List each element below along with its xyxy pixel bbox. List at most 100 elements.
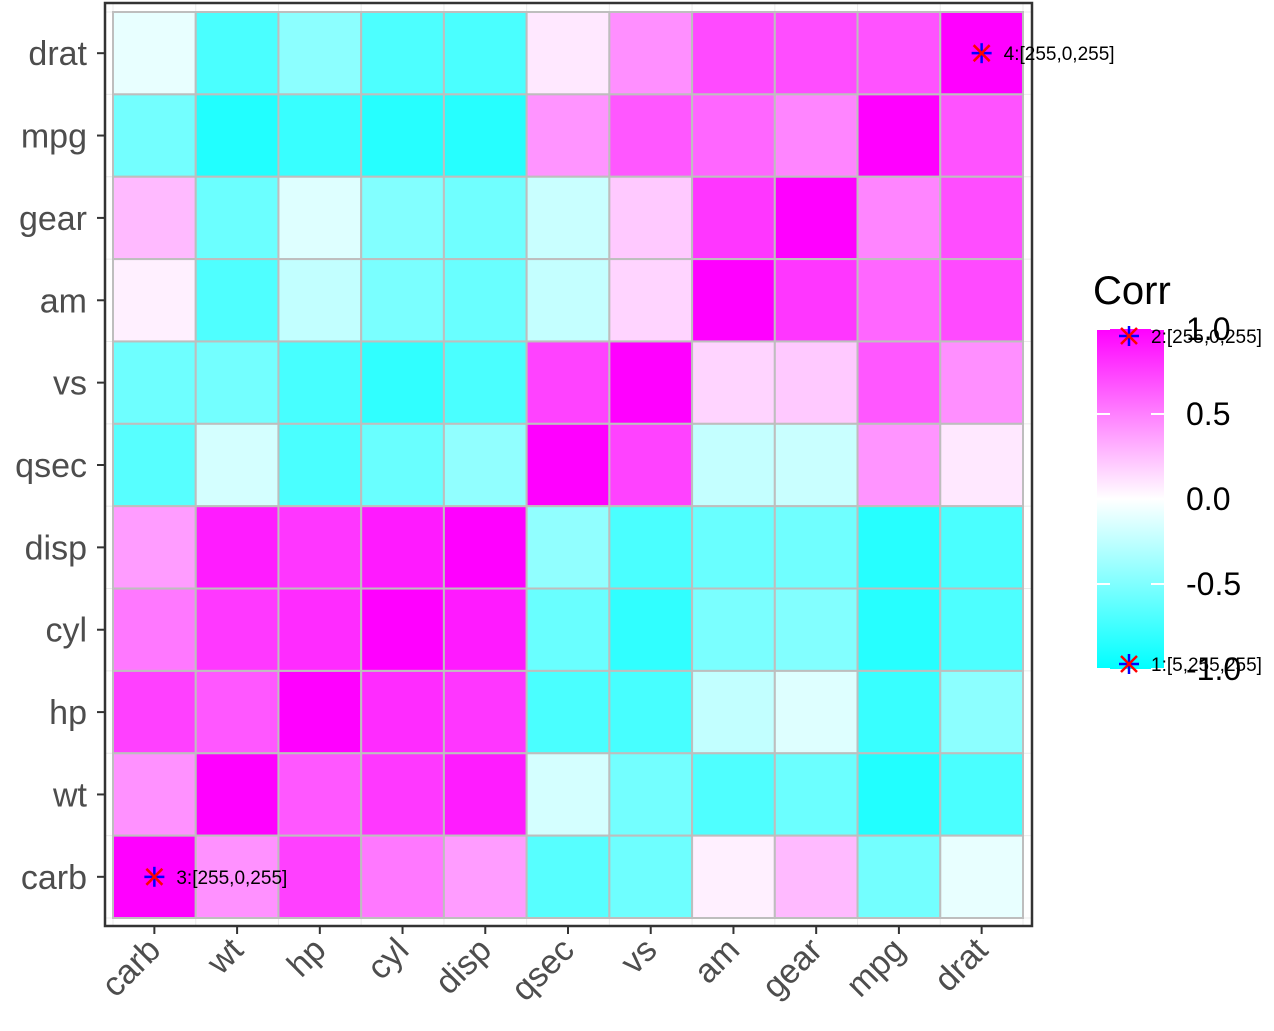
heatmap-cell-carb-gear: [773, 834, 859, 919]
heatmap-cell-vs-cyl: [360, 340, 445, 425]
heatmap-cell-wt-gear: [773, 752, 859, 837]
heatmap-cell-carb-wt: [194, 834, 280, 919]
x-tick-label: mpg: [839, 931, 913, 1005]
annotations: 4:[255,0,255] 3:[255,0,255] 2:[255,0,255] 1…: [144, 43, 1262, 889]
heatmap-cell-disp-disp: [442, 505, 528, 590]
legend-title: Corr: [1093, 269, 1171, 313]
legend-tick-label: 0.5: [1186, 396, 1230, 432]
x-tick-label: vs: [613, 931, 664, 982]
heatmap-tiles: [112, 11, 1024, 919]
heatmap-cell-wt-qsec: [525, 752, 611, 837]
y-tick-label: qsec: [15, 447, 87, 485]
heatmap-cell-drat-vs: [608, 11, 694, 96]
legend-ticks: 1.0 0.5 0.0 -0.5 -1.0: [1097, 311, 1241, 687]
annotation-label: 3:[255,0,255]: [176, 868, 287, 889]
heatmap-cell-disp-drat: [939, 505, 1024, 590]
heatmap-cell-am-drat: [939, 258, 1024, 343]
heatmap-cell-hp-carb: [112, 669, 197, 755]
x-tick-label: cyl: [360, 931, 416, 987]
y-axis: drat mpg gear am vs qsec disp cyl hp wt carb: [15, 35, 105, 897]
x-tick-label: wt: [199, 930, 251, 982]
heatmap-cell-mpg-vs: [608, 93, 694, 178]
heatmap-cell-disp-hp: [277, 505, 363, 590]
heatmap-cell-disp-gear: [773, 505, 859, 590]
heatmap-cell-hp-wt: [194, 669, 280, 755]
heatmap-cell-mpg-hp: [277, 93, 363, 178]
heatmap-cell-am-gear: [773, 258, 859, 343]
heatmap-cell-carb-qsec: [525, 834, 611, 919]
heatmap-cell-qsec-cyl: [360, 422, 445, 508]
x-tick-label: disp: [428, 931, 499, 1002]
heatmap-cell-qsec-gear: [773, 422, 859, 508]
heatmap-cell-qsec-hp: [277, 422, 363, 508]
legend-tick-label: -0.5: [1186, 566, 1241, 602]
heatmap-cell-gear-vs: [608, 175, 694, 261]
heatmap-cell-wt-am: [691, 752, 776, 837]
heatmap-cell-am-vs: [608, 258, 694, 343]
heatmap-cell-qsec-am: [691, 422, 776, 508]
heatmap-cell-disp-vs: [608, 505, 694, 590]
heatmap-cell-hp-disp: [442, 669, 528, 755]
heatmap-cell-gear-qsec: [525, 175, 611, 261]
heatmap-cell-gear-wt: [194, 175, 280, 261]
heatmap-cell-carb-am: [691, 834, 776, 919]
heatmap-cell-vs-mpg: [856, 340, 942, 425]
heatmap-cell-hp-cyl: [360, 669, 445, 755]
annotation-label: 1:[5,255,255]: [1151, 655, 1262, 676]
heatmap-cell-cyl-cyl: [360, 587, 445, 672]
heatmap-cell-cyl-disp: [442, 587, 528, 672]
heatmap-cell-cyl-drat: [939, 587, 1024, 672]
annotation-marker: [1119, 654, 1139, 674]
annotation-marker: [1119, 326, 1139, 346]
annotation-label: 2:[255,0,255]: [1151, 327, 1262, 348]
heatmap-cell-cyl-am: [691, 587, 776, 672]
y-tick-label: am: [40, 282, 87, 320]
heatmap-cell-cyl-carb: [112, 587, 197, 672]
heatmap-cell-carb-hp: [277, 834, 363, 919]
heatmap-cell-drat-qsec: [525, 11, 611, 96]
heatmap-cell-am-mpg: [856, 258, 942, 343]
legend-tick-label: 0.0: [1186, 481, 1230, 517]
heatmap-cell-wt-cyl: [360, 752, 445, 837]
heatmap-cell-disp-qsec: [525, 505, 611, 590]
x-axis: carb wt hp cyl disp qsec vs am gear mpg drat: [94, 926, 996, 1008]
heatmap-cell-gear-mpg: [856, 175, 942, 261]
annotation-marker: [971, 43, 992, 64]
heatmap-cell-gear-hp: [277, 175, 363, 261]
heatmap-cell-qsec-qsec: [525, 422, 611, 508]
heatmap-cell-vs-hp: [277, 340, 363, 425]
x-tick-label: carb: [94, 931, 168, 1005]
heatmap-cell-mpg-drat: [939, 93, 1024, 178]
heatmap-cell-cyl-qsec: [525, 587, 611, 672]
heatmap-cell-drat-disp: [442, 11, 528, 96]
heatmap-cell-hp-mpg: [856, 669, 942, 755]
heatmap-cell-carb-vs: [608, 834, 694, 919]
heatmap-cell-hp-am: [691, 669, 776, 755]
heatmap-cell-mpg-qsec: [525, 93, 611, 178]
y-tick-label: vs: [53, 365, 87, 403]
x-tick-label: drat: [927, 930, 996, 999]
annotation-label: 4:[255,0,255]: [1004, 44, 1115, 65]
heatmap-cell-vs-qsec: [525, 340, 611, 425]
heatmap-cell-cyl-wt: [194, 587, 280, 672]
heatmap-cell-disp-carb: [112, 505, 197, 590]
heatmap-cell-drat-mpg: [856, 11, 942, 96]
heatmap-cell-am-qsec: [525, 258, 611, 343]
heatmap-cell-qsec-mpg: [856, 422, 942, 508]
heatmap-cell-qsec-carb: [112, 422, 197, 508]
legend-tick-label: -1.0: [1186, 651, 1241, 687]
heatmap-cell-hp-drat: [939, 669, 1024, 755]
heatmap-cell-wt-mpg: [856, 752, 942, 837]
heatmap-cell-drat-hp: [277, 11, 363, 96]
y-tick-label: mpg: [21, 118, 87, 156]
heatmap-cell-carb-mpg: [856, 834, 942, 919]
heatmap-cell-mpg-wt: [194, 93, 280, 178]
heatmap-cell-mpg-gear: [773, 93, 859, 178]
y-tick-label: drat: [28, 35, 87, 73]
heatmap-cell-am-carb: [112, 258, 197, 343]
heatmap-cell-qsec-vs: [608, 422, 694, 508]
heatmap-cell-am-cyl: [360, 258, 445, 343]
x-tick-label: gear: [755, 931, 830, 1006]
heatmap-cell-gear-cyl: [360, 175, 445, 261]
